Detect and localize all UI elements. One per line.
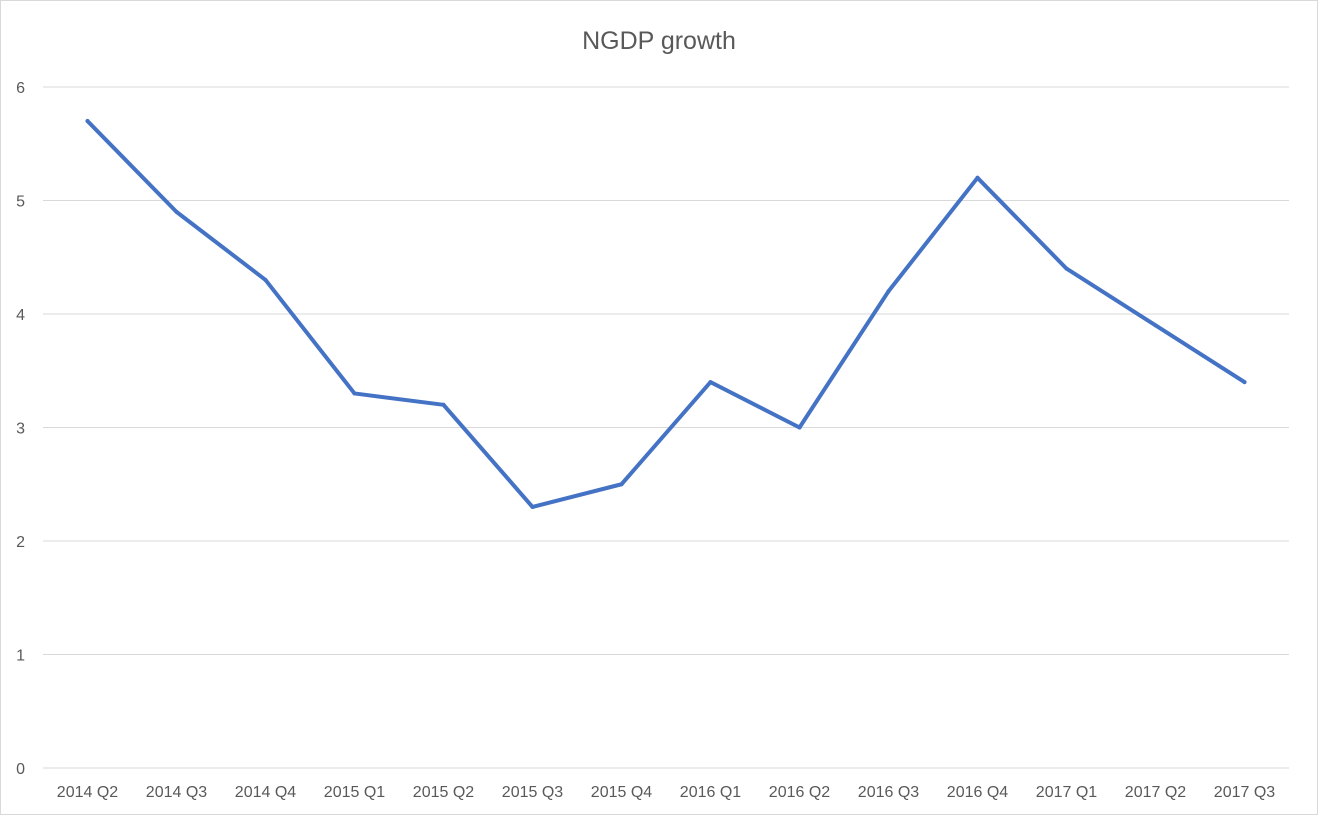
y-tick-label: 6: [16, 80, 25, 97]
series-layer: [85, 119, 1247, 509]
x-tick-label: 2015 Q2: [413, 784, 474, 801]
x-tick-label: 2016 Q3: [858, 784, 919, 801]
data-point: [530, 504, 535, 509]
x-tick-label: 2016 Q1: [680, 784, 741, 801]
data-point: [1242, 380, 1247, 385]
data-point: [85, 119, 90, 124]
y-tick-label: 3: [16, 421, 25, 438]
x-tick-label: 2017 Q1: [1036, 784, 1097, 801]
data-point: [352, 391, 357, 396]
x-tick-label: 2016 Q4: [947, 784, 1008, 801]
x-tick-label: 2015 Q1: [324, 784, 385, 801]
data-point: [619, 482, 624, 487]
data-point: [174, 209, 179, 214]
y-tick-label: 5: [16, 194, 25, 211]
data-point: [886, 289, 891, 294]
x-tick-label: 2017 Q2: [1125, 784, 1186, 801]
x-tick-label: 2015 Q3: [502, 784, 563, 801]
gridlines: [43, 86, 1289, 769]
x-tick-label: 2014 Q2: [57, 784, 118, 801]
data-point: [708, 380, 713, 385]
data-point: [441, 402, 446, 407]
y-tick-label: 0: [16, 761, 25, 778]
x-tick-label: 2016 Q2: [769, 784, 830, 801]
y-tick-label: 1: [16, 648, 25, 665]
data-point: [1153, 323, 1158, 328]
data-point: [975, 175, 980, 180]
y-tick-label: 2: [16, 534, 25, 551]
x-tick-label: 2015 Q4: [591, 784, 652, 801]
data-point: [797, 425, 802, 430]
data-point: [1064, 266, 1069, 271]
x-tick-label: 2017 Q3: [1214, 784, 1275, 801]
y-axis-ticks: 0 1 2 3 4 5 6: [16, 80, 25, 778]
data-point: [263, 277, 268, 282]
x-tick-label: 2014 Q3: [146, 784, 207, 801]
x-tick-label: 2014 Q4: [235, 784, 296, 801]
x-axis-ticks: 2014 Q2 2014 Q3 2014 Q4 2015 Q1 2015 Q2 2015 …: [57, 784, 1275, 801]
series-line: [85, 119, 1247, 509]
chart-title: NGDP growth: [582, 27, 736, 55]
y-tick-label: 4: [16, 307, 25, 324]
